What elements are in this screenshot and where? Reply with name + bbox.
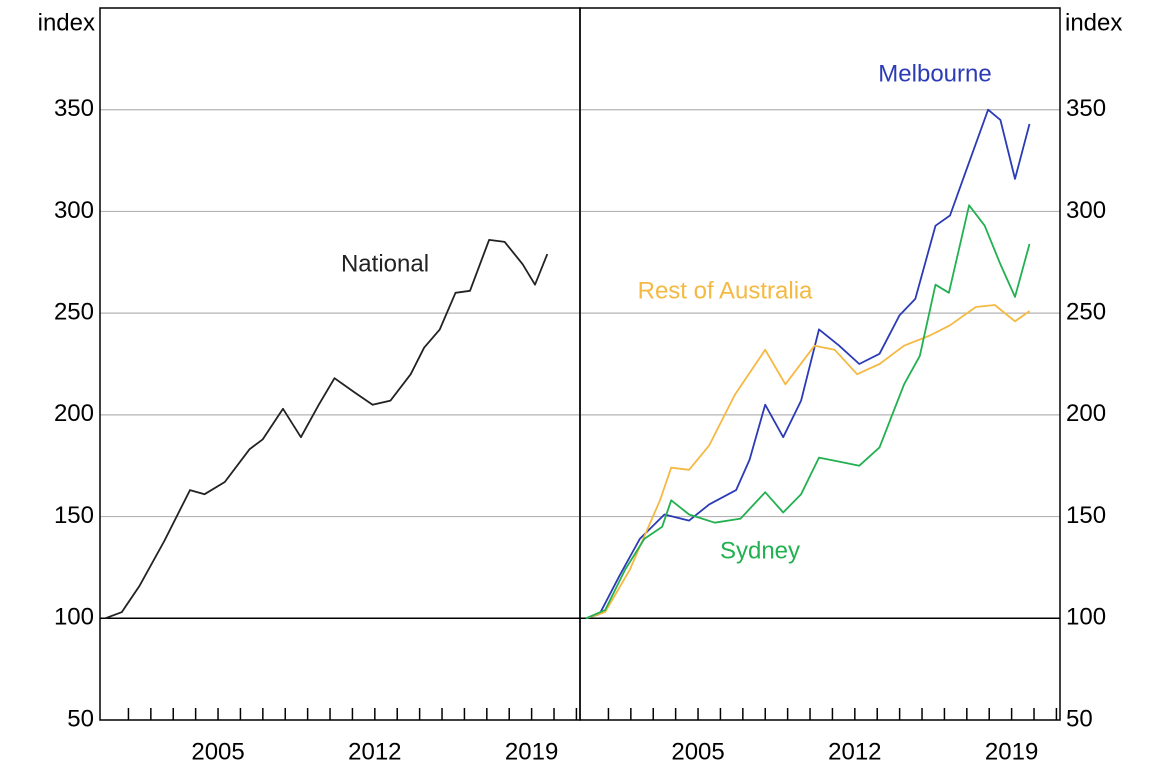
y-tick-label: 50	[67, 705, 94, 732]
line-series	[585, 304, 1031, 620]
series-label: National	[341, 250, 429, 277]
y-tick-label: 250	[1066, 298, 1106, 325]
y-tick-label: 300	[54, 197, 94, 224]
series-label: Melbourne	[878, 60, 991, 87]
plot-frame	[579, 7, 1061, 721]
x-tick-label: 2019	[985, 738, 1038, 765]
y-tick-label: 350	[1066, 95, 1106, 122]
x-tick-label: 2005	[191, 738, 244, 765]
x-tick-label: 2012	[828, 738, 881, 765]
y-tick-label: 200	[1066, 400, 1106, 427]
series-label: Sydney	[720, 537, 800, 564]
line-series	[585, 108, 1031, 620]
x-tick-label: 2019	[505, 738, 558, 765]
y-tick-label: 100	[1066, 604, 1106, 631]
y-tick-label: 300	[1066, 197, 1106, 224]
line-series	[104, 239, 549, 620]
y-tick-label: 150	[1066, 502, 1106, 529]
y-tick-label: 200	[54, 400, 94, 427]
y-axis-label: index	[1065, 9, 1122, 36]
x-tick-label: 2005	[671, 738, 724, 765]
line-series	[585, 204, 1031, 620]
plot-frame	[99, 7, 581, 721]
y-axis-label: index	[38, 9, 95, 36]
y-tick-label: 100	[54, 604, 94, 631]
x-tick-label: 2012	[348, 738, 401, 765]
y-tick-label: 50	[1066, 705, 1093, 732]
series-label: Rest of Australia	[638, 277, 813, 304]
y-tick-label: 150	[54, 502, 94, 529]
y-tick-label: 350	[54, 95, 94, 122]
y-tick-label: 250	[54, 298, 94, 325]
